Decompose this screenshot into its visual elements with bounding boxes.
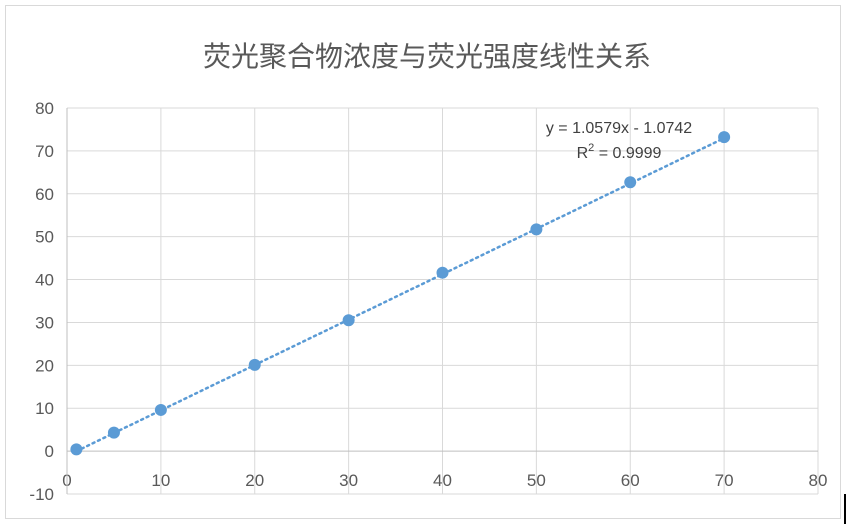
y-tick-label: 30: [35, 313, 54, 332]
r2-prefix: R: [577, 145, 589, 162]
y-tick-label: 20: [35, 356, 54, 375]
data-points: [70, 131, 731, 456]
chart-title: 荧光聚合物浓度与荧光强度线性关系: [203, 40, 651, 73]
y-tick-label: -10: [29, 485, 54, 504]
x-tick-label: 40: [433, 471, 452, 490]
r2-value: = 0.9999: [594, 145, 661, 162]
data-point: [154, 403, 167, 416]
x-tick-label: 60: [621, 471, 640, 490]
data-point: [248, 358, 261, 371]
trendline: [75, 136, 726, 453]
grid: [67, 107, 819, 495]
trendline-group: [75, 136, 726, 453]
y-tick-label: 70: [35, 142, 54, 161]
edge-marker: [844, 494, 846, 524]
chart-frame: [5, 5, 841, 519]
x-tick-label: 20: [245, 471, 264, 490]
trendline-equation: y = 1.0579x - 1.0742: [546, 120, 692, 137]
x-tick-label: 10: [151, 471, 170, 490]
y-tick-label: 60: [35, 185, 54, 204]
y-tick-label: 80: [35, 99, 54, 118]
trendline-r2: R2 = 0.9999: [577, 142, 662, 162]
r2-superscript: 2: [588, 142, 594, 154]
data-point: [342, 314, 355, 327]
y-tick-label: 0: [45, 442, 54, 461]
x-tick-label: 30: [339, 471, 358, 490]
x-tick-label: 50: [527, 471, 546, 490]
x-tick-label: 80: [809, 471, 828, 490]
data-point: [530, 223, 543, 236]
data-point: [107, 426, 120, 439]
y-tick-label: 10: [35, 399, 54, 418]
data-point: [718, 131, 731, 144]
x-tick-label: 70: [715, 471, 734, 490]
data-point: [70, 443, 83, 456]
y-tick-label: 40: [35, 271, 54, 290]
data-point: [624, 176, 637, 189]
y-tick-label: 50: [35, 228, 54, 247]
data-point: [436, 266, 449, 279]
